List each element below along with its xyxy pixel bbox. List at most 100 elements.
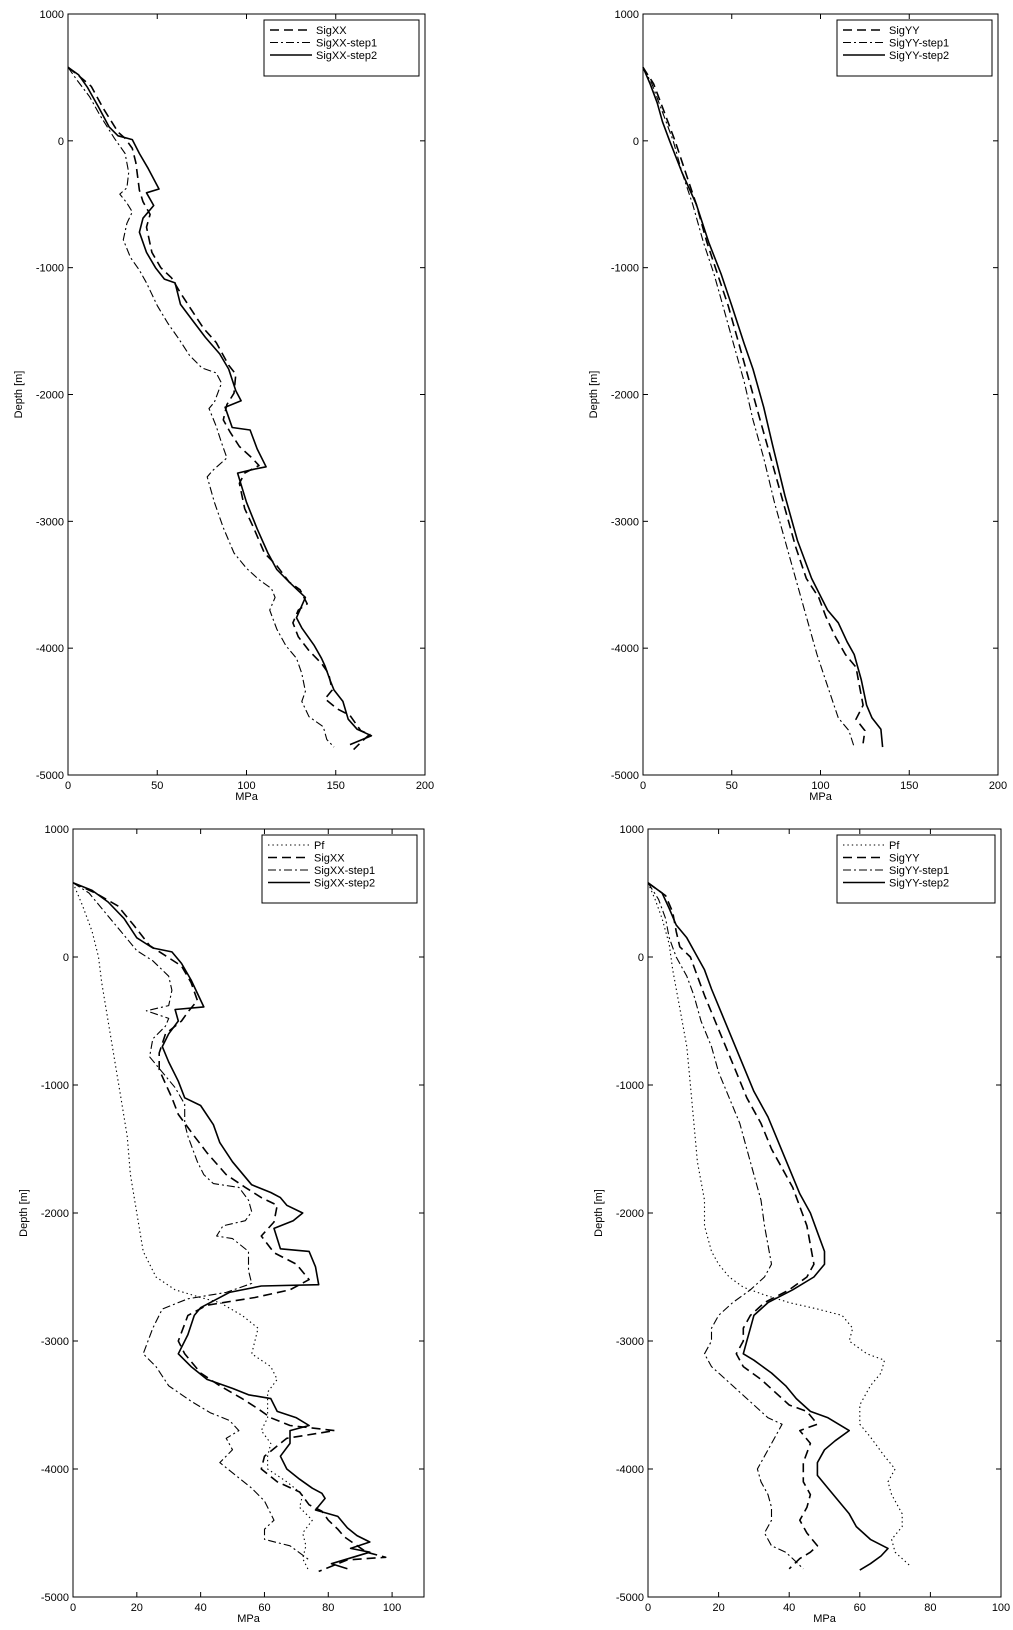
y-tick-label: -1000 [36,263,64,275]
x-tick-label: 50 [726,780,738,792]
y-tick-label: -1000 [611,263,639,275]
y-tick-label: 1000 [40,9,64,21]
y-tick-label: -4000 [616,1464,644,1476]
y-tick-label: -2000 [41,1208,69,1220]
x-tick-label: 50 [151,780,163,792]
plot-area-frame [642,13,999,776]
legend-label: SigYY-step2 [889,50,949,62]
x-tick-label: 150 [900,780,918,792]
y-axis-label: Depth [m] [13,371,25,419]
legend-label: SigYY-step2 [889,878,949,890]
x-axis-label: MPa [813,1613,837,1625]
y-tick-label: -4000 [611,643,639,655]
legend-label: SigXX [314,853,345,865]
chart-panel-4: 0 20 40 60 80 100 -5000 -4000 -3000 -2000 -1000 0 10… [593,824,1010,1625]
legend-frame [836,834,996,904]
x-axis-label: MPa [235,791,259,803]
series-line-sigyy [647,882,819,1570]
legend-label: SigYY-step1 [889,38,949,50]
y-axis-label: Depth [m] [593,1189,605,1237]
x-axis-label: MPa [237,1613,261,1625]
x-tick-label: 60 [854,1602,866,1614]
x-tick-label: 40 [783,1602,795,1614]
y-tick-label: -5000 [41,1592,69,1604]
series-line-sigxx-step2 [67,66,373,746]
legend-frame [261,834,418,904]
series-line-sigxx-step1 [72,882,310,1561]
y-tick-label: -3000 [41,1336,69,1348]
chart-panel-1: 0 50 100 150 200 -5000 -4000 -3000 -2000 -1000 0 10… [13,9,434,803]
y-tick-label: -2000 [36,390,64,402]
y-tick-label: -5000 [611,770,639,782]
x-tick-label: 60 [258,1602,270,1614]
y-tick-label: -4000 [41,1464,69,1476]
y-tick-label: -3000 [611,516,639,528]
y-tick-label: 0 [633,136,639,148]
chart-panel-2: 0 50 100 150 200 -5000 -4000 -3000 -2000 -1000 0 10… [588,9,1007,803]
legend-label: SigYY [889,853,920,865]
legend-label: SigYY-step1 [889,865,949,877]
y-tick-label: 1000 [45,824,69,836]
series-line-sigxx [72,882,387,1573]
series-line-sigyy-step2 [642,66,884,748]
y-tick-label: -4000 [36,643,64,655]
chart-panel-3: 0 20 40 60 80 100 -5000 -4000 -3000 -2000 -1000 0 10… [18,824,425,1625]
x-tick-label: 100 [811,780,829,792]
y-tick-label: -2000 [611,390,639,402]
legend-label: SigXX-step2 [314,878,375,890]
y-tick-label: 1000 [620,824,644,836]
x-tick-label: 100 [383,1602,401,1614]
y-tick-label: -3000 [616,1336,644,1348]
series-line-sigyy-step1 [647,882,804,1570]
y-axis-label: Depth [m] [588,371,600,419]
series-line-sigyy-step1 [642,67,855,748]
x-tick-label: 200 [416,780,434,792]
y-tick-label: -2000 [616,1208,644,1220]
plot-area-frame [72,828,425,1598]
legend-label: SigYY [889,25,920,37]
y-tick-label: -5000 [616,1592,644,1604]
y-tick-label: 1000 [615,9,639,21]
series-line-sigxx [67,66,371,751]
series-line-sigyy [642,66,866,744]
y-tick-label: -1000 [616,1080,644,1092]
x-tick-label: 20 [712,1602,724,1614]
x-tick-label: 0 [70,1602,76,1614]
series-line-pf [647,882,910,1566]
x-tick-label: 0 [65,780,71,792]
legend-label: Pf [889,840,900,852]
y-tick-label: 0 [58,136,64,148]
x-tick-label: 80 [322,1602,334,1614]
legend-label: SigXX-step1 [316,38,377,50]
plot-area-frame [647,828,1002,1598]
legend-label: SigXX [316,25,347,37]
legend-label: SigXX-step2 [316,50,377,62]
y-tick-label: 0 [638,952,644,964]
y-tick-label: -1000 [41,1080,69,1092]
legend-label: SigXX-step1 [314,865,375,877]
series-line-sigxx-step2 [72,882,371,1570]
x-tick-label: 40 [195,1602,207,1614]
y-tick-label: -5000 [36,770,64,782]
x-tick-label: 200 [989,780,1007,792]
series-line-sigyy-step2 [647,882,889,1571]
y-axis-label: Depth [m] [18,1189,30,1237]
x-tick-label: 0 [645,1602,651,1614]
x-tick-label: 100 [992,1602,1010,1614]
x-tick-label: 0 [640,780,646,792]
plot-area-frame [67,13,426,776]
x-tick-label: 150 [327,780,345,792]
x-axis-label: MPa [809,791,833,803]
y-tick-label: -3000 [36,516,64,528]
x-tick-label: 100 [237,780,255,792]
x-tick-label: 20 [131,1602,143,1614]
legend-label: Pf [314,840,325,852]
y-tick-label: 0 [63,952,69,964]
x-tick-label: 80 [924,1602,936,1614]
